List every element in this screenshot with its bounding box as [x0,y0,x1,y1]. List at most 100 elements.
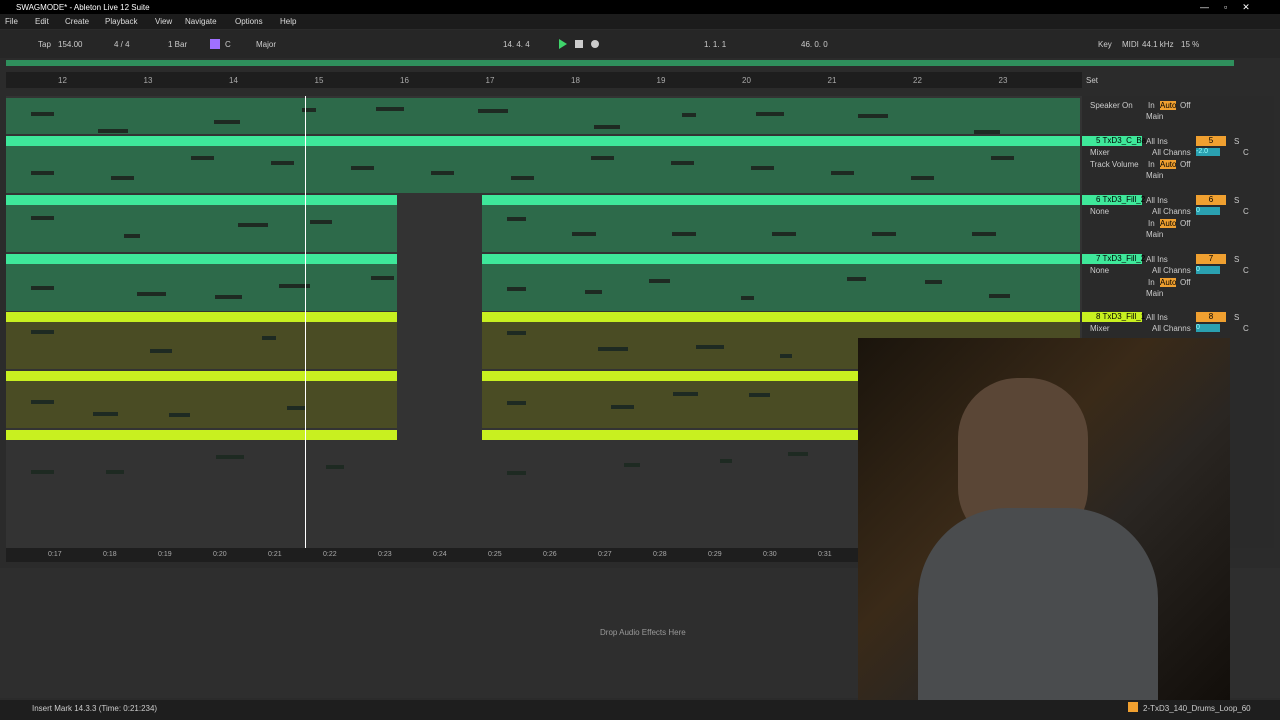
control-loop-start[interactable]: 1. 1. 1 [704,40,727,49]
menu-item[interactable]: View [155,17,173,26]
track-number[interactable]: 6 [1196,195,1226,205]
crossfade[interactable]: C [1243,207,1249,216]
midi-note [507,217,526,221]
track-volume[interactable]: 0 [1196,324,1220,332]
clip-body [6,322,397,369]
record-button[interactable] [591,40,599,48]
menu-item[interactable]: File [5,17,18,26]
control-scale[interactable]: Major [256,40,277,49]
control-loop-length[interactable]: 46. 0. 0 [801,40,828,49]
track-number[interactable]: 5 [1196,136,1226,146]
track-input[interactable]: All Ins [1146,255,1168,264]
scale-toggle[interactable] [210,39,220,49]
menu-item[interactable]: Edit [35,17,49,26]
window-controls[interactable]: — ▫ ✕ [1200,2,1250,12]
midi-note [911,176,934,180]
clip-body [6,264,397,311]
monitor-in[interactable]: In [1148,160,1155,169]
play-button[interactable] [559,39,567,49]
mixer-device[interactable]: Speaker On [1090,101,1133,110]
track-name[interactable]: 5 TxD3_C_Ba [1082,136,1146,146]
monitor-off_label[interactable]: Off [1180,101,1191,110]
control-key[interactable]: C [225,40,231,49]
midi-note [214,120,240,124]
monitor-auto[interactable]: Auto [1160,219,1177,228]
monitor-off[interactable]: Off [1180,160,1191,169]
midi-note [598,347,628,351]
solo-button[interactable]: S [1234,196,1240,205]
monitor-input_label[interactable]: In [1148,101,1155,110]
menu-item[interactable]: Create [65,17,90,26]
track-routing[interactable]: Mixer [1090,324,1110,333]
track-output[interactable]: Main [1146,230,1164,239]
control-cpu[interactable]: 15 % [1181,40,1200,49]
track-input[interactable]: All Ins [1146,313,1168,322]
menu-item[interactable]: Navigate [185,17,217,26]
solo-button[interactable]: S [1234,313,1240,322]
midi-note [215,295,242,299]
control-quantize[interactable]: 1 Bar [168,40,188,49]
bar-number: 16 [400,76,409,85]
bar-number: 12 [58,76,67,85]
track-channel[interactable]: All Channs [1152,266,1191,275]
time-label: 0:29 [708,551,722,558]
control-tempo[interactable]: 154.00 [58,40,83,49]
menu-item[interactable]: Help [280,17,297,26]
midi-note [279,284,310,288]
track-volume[interactable]: 0 [1196,266,1220,274]
track-routing[interactable]: None [1090,266,1110,275]
status-clip: 2-TxD3_140_Drums_Loop_60 [1143,704,1251,713]
control-key-map[interactable]: Key [1098,40,1112,49]
track-name[interactable]: 6 TxD3_Fill_2 [1082,195,1145,205]
solo-button[interactable]: S [1234,137,1240,146]
monitor-off[interactable]: Off [1180,278,1191,287]
monitor-in[interactable]: In [1148,278,1155,287]
midi-note [749,393,770,397]
track-output[interactable]: Main [1146,171,1164,180]
crossfade[interactable]: C [1243,148,1249,157]
track-chooser[interactable]: Track Volume [1090,160,1139,169]
midi-note [991,156,1014,160]
output[interactable]: Main [1146,112,1164,121]
clip-body [6,205,397,252]
track-volume[interactable]: -2.0 [1196,148,1220,156]
track-channel[interactable]: All Channs [1152,207,1191,216]
midi-note [507,287,526,291]
track-channel[interactable]: All Channs [1152,324,1191,333]
control-midi-map[interactable]: MIDI [1122,40,1139,49]
track-name[interactable]: 7 TxD3_Fill_2 [1082,254,1145,264]
set-button[interactable]: Set [1086,76,1099,85]
crossfade[interactable]: C [1243,266,1249,275]
monitor-off[interactable]: Off [1180,219,1191,228]
monitor-auto[interactable]: Auto [1160,278,1177,287]
track-channel[interactable]: All Channs [1152,148,1191,157]
track-number[interactable]: 7 [1196,254,1226,264]
midi-note [351,166,374,170]
clip-body [482,205,1080,252]
menu-item[interactable]: Playback [105,17,138,26]
monitor-auto[interactable]: Auto [1160,160,1177,169]
control-sample-rate[interactable]: 44.1 kHz [1142,40,1174,49]
monitor-in[interactable]: In [1148,219,1155,228]
track-input[interactable]: All Ins [1146,196,1168,205]
track-routing[interactable]: Mixer [1090,148,1110,157]
solo-button[interactable]: S [1234,255,1240,264]
stop-button[interactable] [575,40,583,48]
track-routing[interactable]: None [1090,207,1110,216]
control-position[interactable]: 14. 4. 4 [503,40,530,49]
track-input[interactable]: All Ins [1146,137,1168,146]
menu-item[interactable]: Options [235,17,263,26]
monitor-auto_label[interactable]: Auto [1160,101,1177,110]
track-name[interactable]: 8 TxD3_Fill_1 [1082,312,1145,322]
track-volume[interactable]: 0 [1196,207,1220,215]
track-output[interactable]: Main [1146,289,1164,298]
midi-note [507,401,526,405]
midi-note [591,156,614,160]
control-signature[interactable]: 4 / 4 [114,40,130,49]
clip-body [6,146,1080,193]
control-tap[interactable]: Tap [38,40,51,49]
crossfade[interactable]: C [1243,324,1249,333]
status-message: Insert Mark 14.3.3 (Time: 0:21:234) [32,704,158,713]
time-label: 0:24 [433,551,447,558]
track-number[interactable]: 8 [1196,312,1226,322]
